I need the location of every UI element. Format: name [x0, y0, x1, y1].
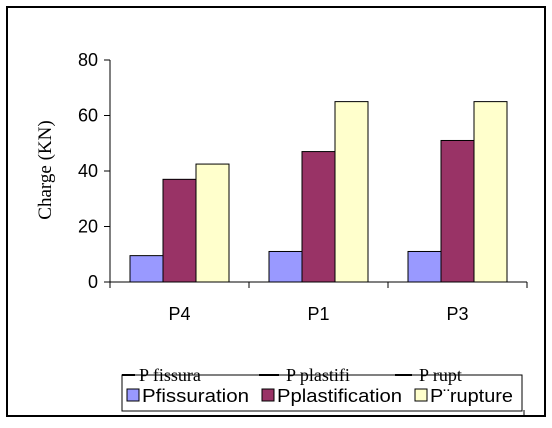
x-tick-label: P1	[307, 304, 329, 324]
legend-label-pfissuration: Pfissuration	[142, 386, 249, 406]
legend-label-prupture: P¨rupture	[430, 386, 513, 406]
bar-prupture-p1	[334, 101, 369, 283]
legend-swatch-prupture	[414, 388, 428, 402]
legend-box	[121, 374, 523, 412]
legend-swatch-pplastification	[261, 388, 275, 402]
x-tick-labels: P4 P1 P3	[168, 304, 468, 324]
bars	[129, 101, 508, 283]
legend: P fissura P plastifi P rupt Pfissuration…	[121, 365, 523, 412]
y-tick-label: 40	[78, 161, 98, 181]
x-tick-label: P3	[446, 304, 468, 324]
y-tick-label: 80	[78, 50, 98, 70]
legend-line-label-1: P fissura	[139, 365, 201, 385]
y-tick-label: 0	[88, 272, 98, 292]
y-ticks: 0 20 40 60 80	[78, 50, 110, 292]
legend-label-pplastification: Pplastification	[277, 386, 402, 406]
bar-pfissuration-p3	[407, 250, 442, 283]
bar-pplastification-p4	[162, 178, 197, 283]
bar-pplastification-p1	[301, 151, 336, 283]
y-tick-label: 60	[78, 106, 98, 126]
bar-pfissuration-p1	[268, 250, 303, 283]
bar-prupture-p3	[473, 101, 508, 283]
bar-prupture-p4	[195, 163, 230, 283]
bar-pplastification-p3	[440, 139, 475, 283]
y-axis-label: Charge (KN)	[35, 120, 56, 219]
legend-swatch-pfissuration	[126, 388, 140, 402]
bar-pfissuration-p4	[129, 255, 164, 283]
x-tick-label: P4	[168, 304, 190, 324]
legend-line-label-2: P plastifi	[286, 365, 350, 385]
legend-line-label-3: P rupt	[419, 365, 462, 385]
y-tick-label: 20	[78, 217, 98, 237]
